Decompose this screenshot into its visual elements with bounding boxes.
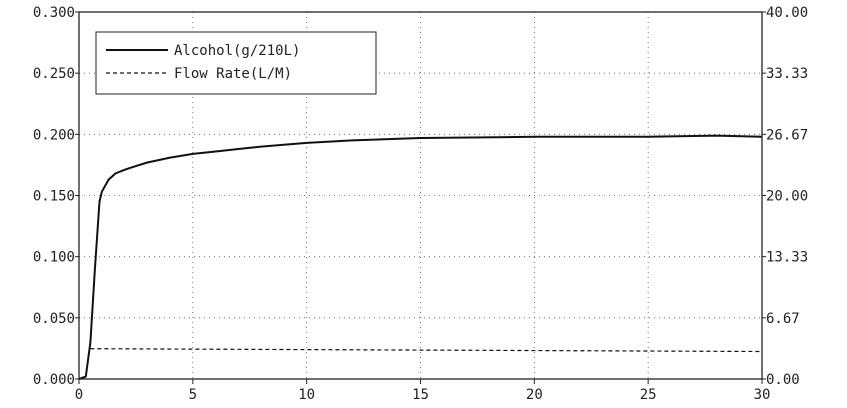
y-tick-label: 0.050 — [33, 311, 75, 327]
y2-tick-label: 6.67 — [766, 311, 800, 327]
series-line-flow-rate — [90, 348, 763, 353]
y-tick-label: 0.250 — [33, 66, 75, 82]
series-layer — [78, 134, 763, 380]
y2-tick-label: 33.33 — [766, 66, 808, 82]
grid-layer — [79, 12, 762, 379]
legend-box — [95, 31, 377, 95]
y-tick-label: 0.100 — [33, 250, 75, 266]
ticks-layer: 0 5 10 15 20 25 30 0.000 0.00 0.050 6.67 0.100 13.33… — [33, 5, 808, 403]
legend-label-flow-rate: Flow Rate(L/M) — [174, 66, 292, 82]
y2-tick-label: 13.33 — [766, 250, 808, 266]
series-line-alcohol — [78, 134, 763, 380]
x-tick-label: 25 — [640, 387, 657, 403]
y2-tick-label: 20.00 — [766, 189, 808, 205]
x-tick-label: 10 — [298, 387, 315, 403]
x-tick-label: 20 — [526, 387, 543, 403]
y2-tick-label: 0.00 — [766, 372, 800, 388]
y-tick-label: 0.000 — [33, 372, 75, 388]
y-tick-label: 0.150 — [33, 189, 75, 205]
x-tick-label: 30 — [754, 387, 771, 403]
y-tick-label: 0.300 — [33, 5, 75, 21]
y2-tick-label: 26.67 — [766, 127, 808, 143]
y2-tick-label: 40.00 — [766, 5, 808, 21]
x-tick-label: 5 — [189, 387, 197, 403]
legend-label-alcohol: Alcohol(g/210L) — [174, 43, 300, 59]
x-tick-label: 15 — [412, 387, 429, 403]
y-tick-label: 0.200 — [33, 127, 75, 143]
legend: Alcohol(g/210L) Flow Rate(L/M) — [95, 31, 377, 95]
x-tick-label: 0 — [75, 387, 83, 403]
